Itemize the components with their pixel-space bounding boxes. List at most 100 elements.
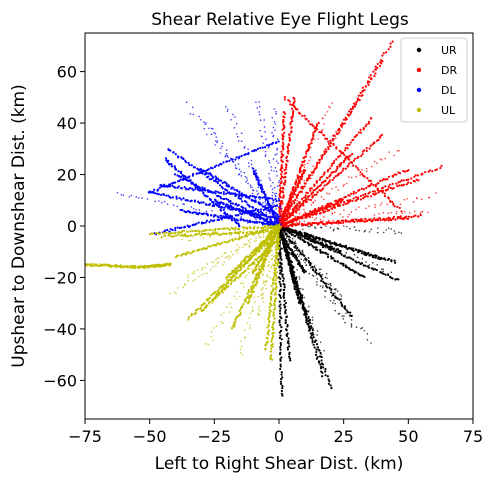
data-point bbox=[270, 304, 273, 307]
data-point bbox=[260, 236, 262, 238]
data-point bbox=[244, 153, 247, 156]
data-point bbox=[235, 270, 239, 274]
data-point bbox=[214, 229, 217, 232]
data-point bbox=[220, 216, 224, 219]
data-point bbox=[273, 234, 275, 237]
data-point bbox=[265, 144, 269, 147]
data-point bbox=[227, 215, 230, 218]
data-point bbox=[282, 228, 284, 231]
x-tick-label: 0 bbox=[274, 427, 284, 446]
data-point bbox=[214, 132, 217, 135]
data-point bbox=[244, 276, 247, 279]
data-point bbox=[278, 179, 281, 182]
data-point bbox=[179, 234, 182, 237]
data-point bbox=[204, 221, 207, 224]
data-point bbox=[311, 213, 315, 216]
data-point bbox=[253, 214, 256, 217]
data-point bbox=[329, 106, 331, 109]
data-point bbox=[297, 208, 300, 211]
data-point bbox=[295, 288, 298, 291]
data-point bbox=[275, 141, 278, 144]
data-point bbox=[280, 382, 283, 385]
data-point bbox=[339, 163, 342, 166]
data-point bbox=[311, 236, 315, 239]
data-point bbox=[227, 275, 230, 278]
data-point bbox=[347, 176, 350, 178]
data-point bbox=[287, 203, 290, 206]
data-point bbox=[278, 209, 281, 212]
data-point bbox=[290, 203, 293, 206]
data-point bbox=[183, 234, 186, 237]
data-point bbox=[223, 197, 226, 201]
data-point bbox=[244, 329, 246, 332]
data-point bbox=[334, 288, 337, 291]
data-point bbox=[147, 191, 150, 194]
data-point bbox=[271, 258, 274, 260]
data-point bbox=[259, 229, 262, 233]
data-point bbox=[219, 201, 223, 204]
data-point bbox=[382, 270, 385, 272]
data-point bbox=[242, 231, 245, 234]
data-point bbox=[182, 197, 185, 200]
data-point bbox=[324, 246, 327, 249]
data-point bbox=[254, 283, 257, 286]
data-point bbox=[317, 222, 320, 225]
data-point bbox=[330, 289, 332, 292]
data-point bbox=[323, 134, 326, 137]
data-point bbox=[274, 123, 277, 125]
data-point bbox=[319, 218, 322, 221]
data-point bbox=[294, 234, 297, 237]
data-point bbox=[228, 228, 231, 231]
data-point bbox=[188, 163, 191, 167]
data-point bbox=[349, 256, 351, 258]
data-point bbox=[395, 212, 398, 215]
data-point bbox=[307, 320, 310, 323]
data-point bbox=[339, 221, 342, 225]
data-point bbox=[284, 179, 287, 182]
data-point bbox=[421, 210, 424, 213]
data-point bbox=[370, 77, 373, 80]
data-point bbox=[392, 204, 395, 207]
data-point bbox=[386, 178, 389, 181]
data-point bbox=[368, 76, 371, 79]
data-point bbox=[272, 276, 275, 279]
data-point bbox=[273, 263, 276, 267]
data-point bbox=[327, 140, 330, 143]
data-point bbox=[288, 133, 291, 136]
data-point bbox=[313, 138, 316, 141]
data-point bbox=[258, 272, 261, 275]
data-point bbox=[304, 211, 306, 214]
data-point bbox=[257, 180, 260, 184]
data-point bbox=[333, 211, 336, 214]
data-point bbox=[332, 229, 335, 232]
data-point bbox=[211, 229, 214, 232]
data-point bbox=[305, 321, 308, 324]
series-ul bbox=[84, 222, 283, 361]
data-point bbox=[254, 301, 256, 303]
data-point bbox=[349, 141, 352, 144]
data-point bbox=[391, 175, 395, 178]
data-point bbox=[350, 315, 352, 317]
data-point bbox=[238, 225, 241, 228]
data-point bbox=[230, 280, 234, 283]
data-point bbox=[233, 274, 236, 277]
data-point bbox=[235, 221, 238, 225]
data-point bbox=[243, 147, 246, 149]
data-point bbox=[251, 195, 254, 198]
data-point bbox=[256, 222, 259, 224]
data-point bbox=[293, 266, 295, 268]
data-point bbox=[259, 208, 263, 211]
data-point bbox=[293, 250, 296, 252]
data-point bbox=[251, 186, 253, 189]
data-point bbox=[174, 153, 177, 156]
data-point bbox=[205, 203, 208, 206]
data-point bbox=[281, 217, 284, 220]
data-point bbox=[298, 249, 301, 253]
data-point bbox=[284, 168, 288, 171]
data-point bbox=[396, 205, 399, 208]
data-point bbox=[352, 197, 355, 200]
data-point bbox=[325, 206, 328, 209]
data-point bbox=[269, 350, 273, 353]
data-point bbox=[331, 248, 334, 251]
data-point bbox=[381, 60, 384, 63]
